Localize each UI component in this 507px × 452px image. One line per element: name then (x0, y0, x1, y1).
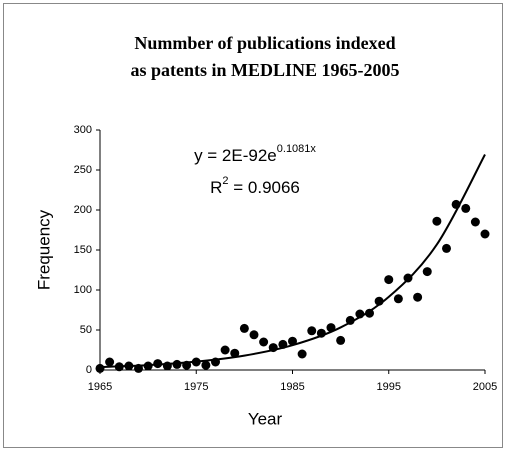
data-point (143, 361, 153, 371)
r-squared-base: R (210, 178, 222, 197)
data-point (480, 229, 490, 239)
data-point (422, 267, 432, 277)
y-tick-label: 100 (74, 284, 92, 296)
data-point (191, 357, 201, 367)
y-tick-label: 200 (74, 204, 92, 216)
y-tick-label: 300 (74, 124, 92, 136)
data-point (268, 343, 278, 353)
data-point (124, 361, 134, 371)
data-point (336, 335, 346, 345)
data-point (278, 339, 288, 349)
chart-title: as patents in MEDLINE 1965-2005 (130, 60, 399, 80)
data-point (259, 337, 269, 347)
x-tick-label: 1995 (377, 381, 401, 393)
r-squared-value: = 0.9066 (229, 178, 300, 197)
x-tick-label: 1975 (184, 381, 208, 393)
data-point (316, 328, 326, 338)
data-point (374, 296, 384, 306)
y-axis-label: Frequency (34, 209, 53, 290)
data-point (297, 349, 307, 359)
data-point (403, 273, 413, 283)
data-point (461, 203, 471, 213)
data-point (345, 315, 355, 325)
equation-exponent: 0.1081x (277, 143, 317, 155)
data-point (355, 309, 365, 319)
data-point (172, 359, 182, 369)
chart-frame (3, 3, 503, 448)
data-point (95, 363, 105, 373)
chart-title: Nummber of publications indexed (134, 33, 395, 53)
data-point (384, 275, 394, 285)
data-point (230, 348, 240, 358)
data-point (365, 308, 374, 318)
equation-base: y = 2E-92e (194, 146, 277, 165)
y-tick-label: 50 (80, 324, 92, 336)
data-point (105, 357, 115, 367)
data-point (239, 323, 249, 333)
data-point (326, 323, 336, 333)
data-point (114, 362, 124, 372)
data-point (307, 326, 317, 336)
x-axis-label: Year (248, 409, 283, 428)
data-point (413, 292, 423, 302)
data-point (393, 294, 403, 304)
data-point (211, 357, 220, 367)
r-squared: R2 = 0.9066 (210, 175, 300, 198)
x-tick-label: 2005 (473, 381, 497, 393)
data-point (153, 359, 163, 369)
data-point (134, 363, 143, 373)
data-point (470, 217, 480, 227)
data-point (201, 360, 211, 370)
y-tick-label: 150 (74, 244, 92, 256)
x-tick-label: 1985 (280, 381, 304, 393)
data-point (442, 243, 451, 253)
r-squared-exponent: 2 (222, 175, 228, 187)
data-point (220, 345, 230, 355)
x-tick-label: 1965 (88, 381, 112, 393)
data-point (162, 361, 172, 371)
y-tick-label: 0 (86, 364, 92, 376)
data-point (182, 360, 192, 370)
trendline-equation: y = 2E-92e0.1081x (194, 143, 316, 166)
data-point (249, 330, 259, 340)
data-point (451, 199, 461, 209)
data-point (288, 336, 297, 346)
y-tick-label: 250 (74, 164, 92, 176)
data-point (432, 216, 442, 226)
